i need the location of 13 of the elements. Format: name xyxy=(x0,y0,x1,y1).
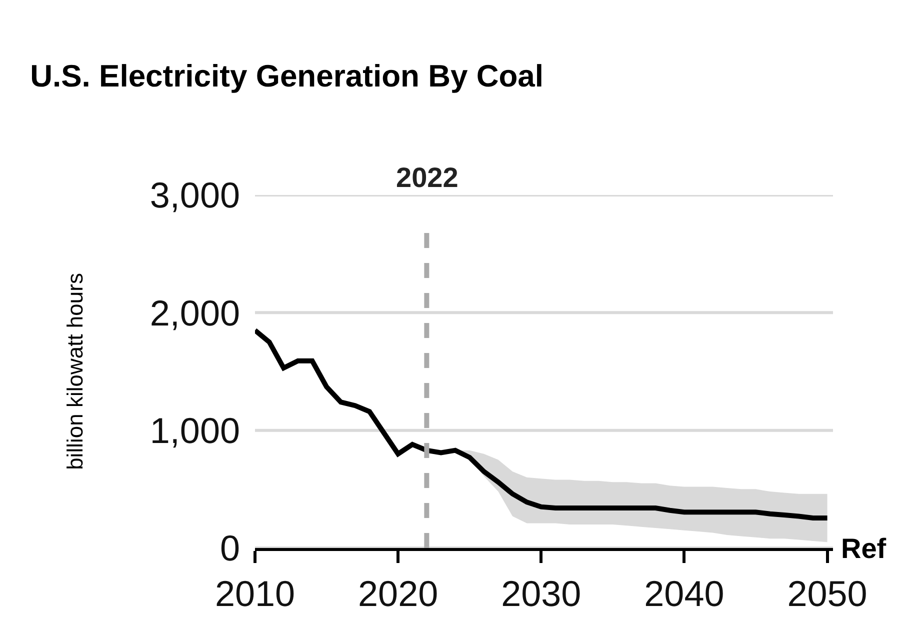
x-tick-label: 2030 xyxy=(501,573,582,614)
y-axis-title: billion kilowatt hours xyxy=(62,273,88,470)
x-tick-label: 2040 xyxy=(644,573,724,614)
y-tick-label: 0 xyxy=(220,528,240,569)
x-tick-label: 2020 xyxy=(358,573,438,614)
x-tick-label: 2050 xyxy=(787,573,868,614)
text: Ref xyxy=(841,533,887,564)
ref-line-label: 2022 xyxy=(396,162,458,193)
x-tick-label: 2010 xyxy=(214,573,296,614)
y-tick-label: 2,000 xyxy=(150,292,240,334)
y-tick-label: 3,000 xyxy=(150,174,240,216)
y-tick-label: 1,000 xyxy=(150,410,240,451)
chart-title: U.S. Electricity Generation By Coal xyxy=(30,58,544,94)
